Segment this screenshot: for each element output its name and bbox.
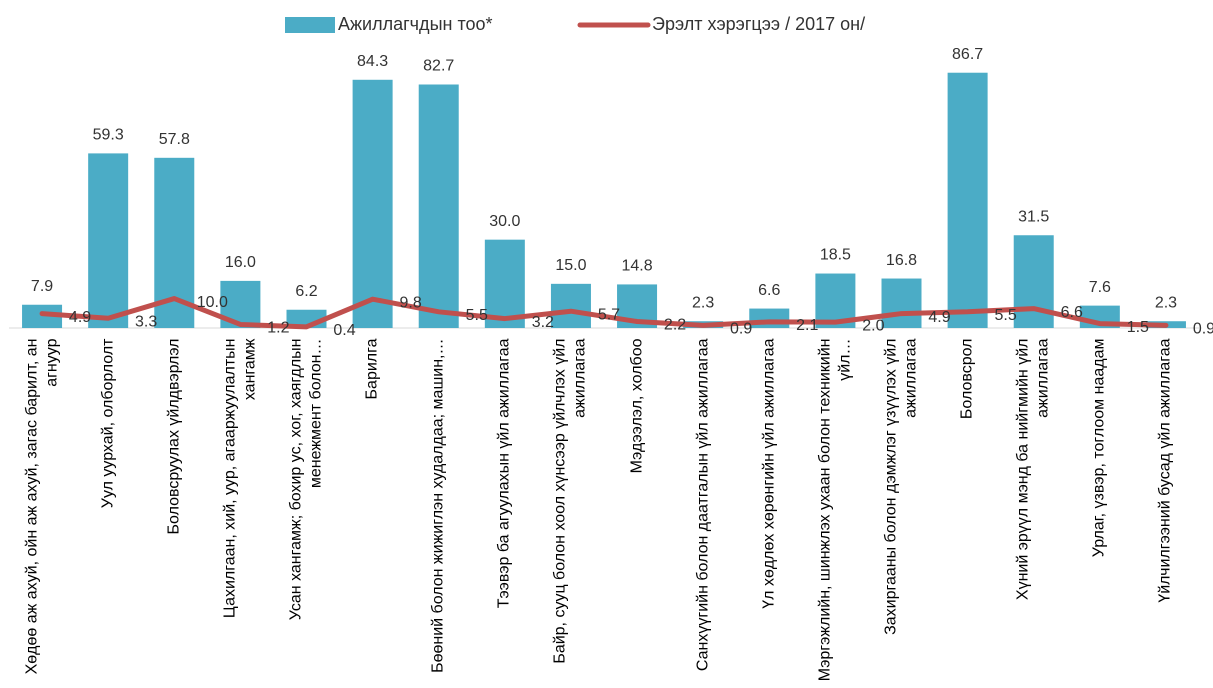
line-value-label: 3.3 bbox=[135, 314, 157, 331]
line-value-label: 1.5 bbox=[1127, 319, 1149, 336]
x-tick-label: Боловсруулах үйлдвэрлэл bbox=[165, 338, 183, 534]
x-tick-label: Үл хөдлөх хөрөнгийн үйл ажиллагаа bbox=[760, 338, 778, 609]
bar-value-label: 16.8 bbox=[886, 252, 917, 269]
line-value-label: 5.7 bbox=[598, 306, 620, 323]
x-tick-label: Хүний эрүүл мэнд ба нийгмийн үйл ажиллаг… bbox=[1014, 338, 1052, 600]
x-tick-label: Бөөний болон жижиглэн худалдаа; машин,… bbox=[429, 338, 447, 673]
line-value-label: 0.9 bbox=[1193, 321, 1213, 338]
bar-value-label: 57.8 bbox=[159, 131, 190, 148]
line-value-label: 5.5 bbox=[994, 307, 1016, 324]
line-value-label: 0.4 bbox=[333, 322, 355, 339]
bar-value-label: 16.0 bbox=[225, 254, 256, 271]
x-tick-label: Боловсрол bbox=[958, 338, 976, 419]
x-tick-label: Хөдөө аж ахуй, ойн аж ахуй, загас барилт… bbox=[23, 338, 61, 674]
bar-value-label: 31.5 bbox=[1018, 208, 1049, 225]
bar-value-label: 7.9 bbox=[31, 278, 53, 295]
bar bbox=[418, 84, 459, 328]
line-value-label: 6.6 bbox=[1061, 304, 1083, 321]
bar-value-label: 7.6 bbox=[1089, 279, 1111, 296]
line-value-label: 1.2 bbox=[267, 320, 289, 337]
line-value-label: 0.9 bbox=[730, 321, 752, 338]
x-tick-label: Уул уурхай, олборлолт bbox=[99, 338, 117, 508]
bar-value-label: 59.3 bbox=[93, 127, 124, 144]
bar bbox=[88, 153, 129, 328]
x-tick-label: Байр, сууц болон хоол хүнсээр үйлчлэх үй… bbox=[551, 338, 589, 664]
line-value-label: 10.0 bbox=[197, 294, 228, 311]
x-tick-label: Захиргааны болон дэмжлэг үзүүлэх үйл ажи… bbox=[882, 338, 920, 635]
bar-value-label: 6.2 bbox=[295, 283, 317, 300]
bar bbox=[550, 283, 591, 328]
x-tick-label: Тээвэр ба агуулахын үйл ажиллагаа bbox=[495, 338, 513, 608]
bar-value-label: 18.5 bbox=[820, 247, 851, 264]
line-value-label: 3.2 bbox=[532, 314, 554, 331]
legend-label: Ажиллагчдын тоо* bbox=[338, 14, 493, 34]
bar bbox=[352, 79, 393, 329]
bar-value-label: 6.6 bbox=[758, 282, 780, 299]
bar bbox=[947, 72, 988, 328]
legend-label: Эрэлт хэрэгцээ / 2017 он/ bbox=[652, 14, 865, 34]
legend-swatch bbox=[285, 17, 335, 33]
line-value-label: 4.9 bbox=[69, 309, 91, 326]
x-tick-label: Мэргэжлийн, шинжлэх ухаан болон техникий… bbox=[816, 338, 854, 681]
bar-value-label: 86.7 bbox=[952, 46, 983, 63]
bar-value-label: 2.3 bbox=[1155, 294, 1177, 311]
line bbox=[39, 296, 1169, 330]
line-value-label: 9.8 bbox=[399, 294, 421, 311]
bar-value-label: 82.7 bbox=[423, 58, 454, 75]
bar-value-label: 30.0 bbox=[489, 213, 520, 230]
bar-value-label: 15.0 bbox=[555, 257, 586, 274]
line-value-label: 2.0 bbox=[862, 317, 884, 334]
x-tick-label: Цахилгаан, хий, уур, агааржуулалтын ханг… bbox=[221, 338, 259, 618]
bar bbox=[881, 278, 922, 328]
x-tick-label: Үйлчилгээний бусад үйл ажиллагаа bbox=[1156, 338, 1174, 603]
line-value-label: 2.1 bbox=[796, 317, 818, 334]
bar bbox=[749, 308, 790, 328]
x-tick-label: Барилга bbox=[363, 338, 381, 399]
line-value-label: 2.2 bbox=[664, 317, 686, 334]
x-tick-label: Урлаг, үзвэр, тоглоом наадам bbox=[1090, 338, 1108, 557]
bar bbox=[484, 239, 525, 328]
bar-value-label: 14.8 bbox=[621, 258, 652, 275]
bar-value-label: 84.3 bbox=[357, 53, 388, 70]
bar-value-label: 2.3 bbox=[692, 294, 714, 311]
x-tick-label: Усан хангамж; бохир ус, хог, хаягдлын ме… bbox=[287, 338, 325, 620]
x-tick-label: Санхүүгийн болон даатгалын үйл ажиллагаа bbox=[694, 338, 712, 671]
line-value-label: 4.9 bbox=[928, 309, 950, 326]
x-tick-label: Мэдээлэл, холбоо bbox=[628, 338, 646, 473]
line-value-label: 5.5 bbox=[466, 307, 488, 324]
bar bbox=[22, 304, 63, 328]
